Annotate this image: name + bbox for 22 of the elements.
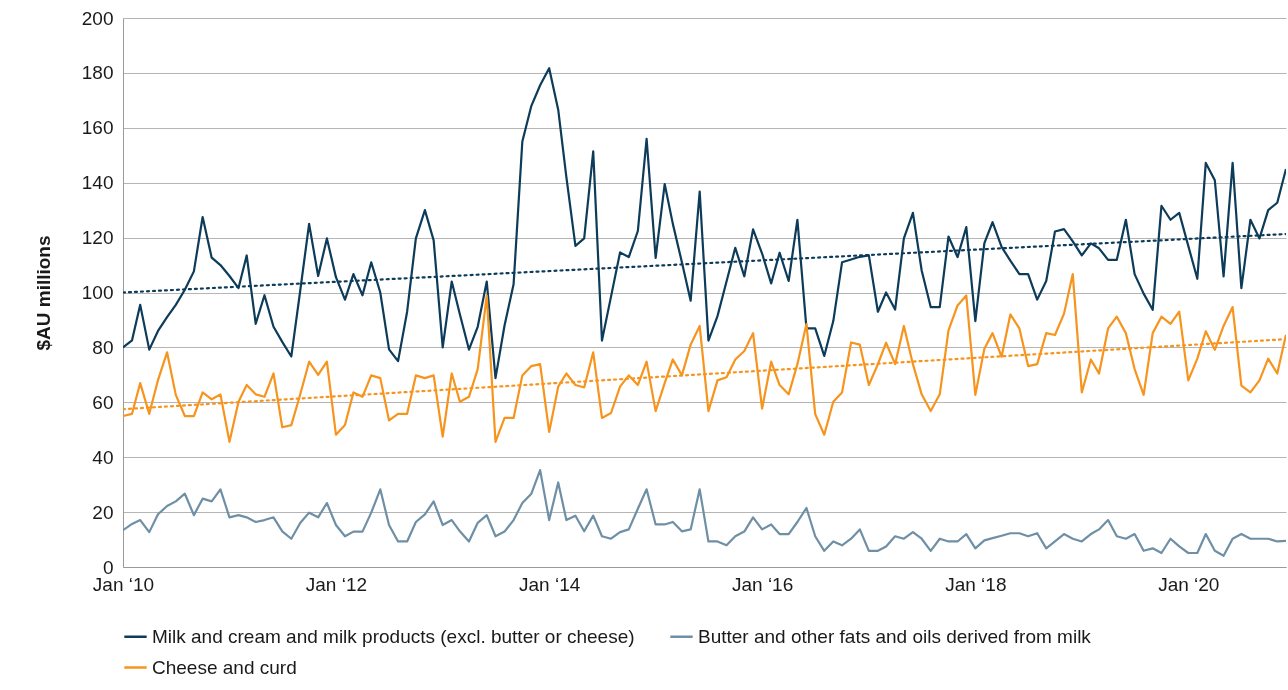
y-tick-label: 20 <box>92 501 114 523</box>
legend-label: Cheese and curd <box>152 656 297 678</box>
y-tick-label: 40 <box>92 446 114 468</box>
legend-label: Milk and cream and milk products (excl. butter or cheese) <box>152 625 635 647</box>
y-tick-label: 200 <box>81 7 114 29</box>
x-tick-label: Jan ‘14 <box>519 573 581 595</box>
y-tick-label: 100 <box>81 282 114 303</box>
line-series <box>123 273 1286 443</box>
x-tick-label: Jan ‘12 <box>305 573 368 595</box>
y-tick-label: 80 <box>92 336 114 358</box>
y-tick-label: 60 <box>92 391 114 413</box>
y-tick-label: 160 <box>81 117 114 139</box>
x-tick-label: Jan ‘20 <box>1158 573 1220 595</box>
line-series <box>123 67 1286 380</box>
y-tick-label: 120 <box>81 227 114 249</box>
y-tick-label: 140 <box>81 172 114 194</box>
legend-label: Butter and other fats and oils derived from milk <box>698 625 1092 647</box>
x-tick-label: Jan ‘16 <box>731 573 794 595</box>
y-tick-label: 180 <box>81 62 114 84</box>
line-series <box>123 469 1286 557</box>
y-axis-title: $AU millions <box>32 235 54 351</box>
x-tick-label: Jan ‘18 <box>945 573 1007 595</box>
